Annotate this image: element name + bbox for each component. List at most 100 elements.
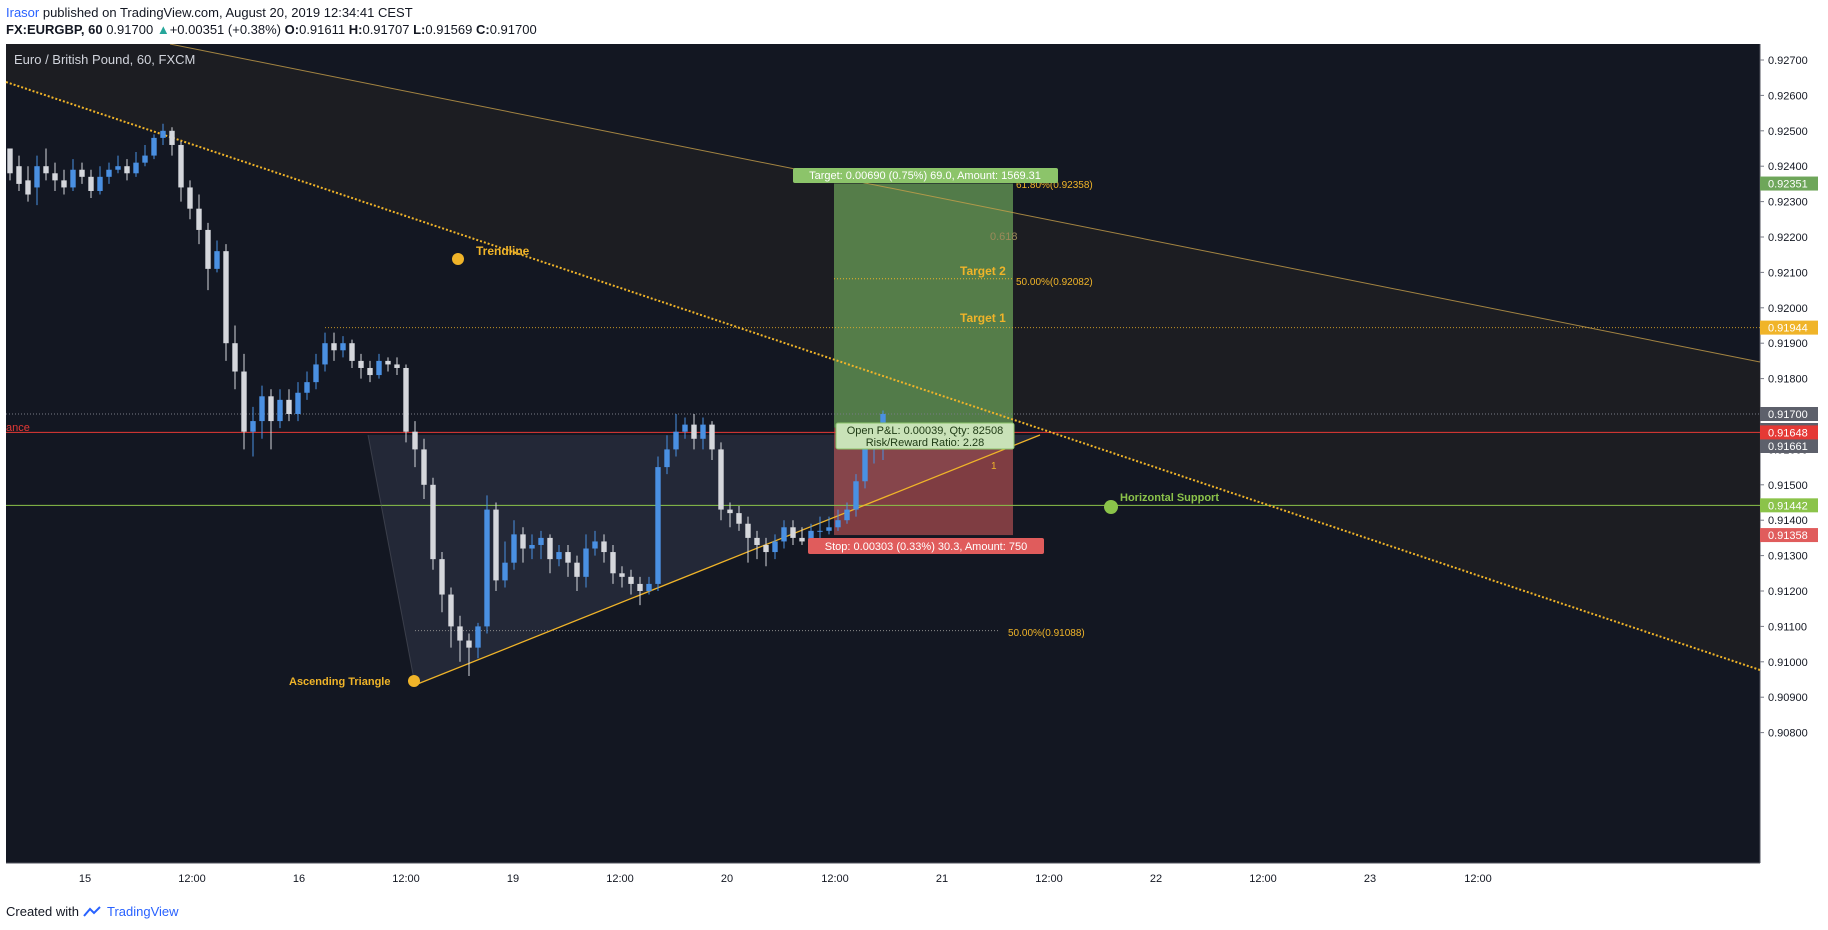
x-tick-label: 12:00 [178,873,206,885]
candle-body [574,562,580,577]
ascending-support-line [414,434,1041,686]
candle-body [403,367,409,432]
candle-body [232,343,238,372]
candle-body [412,431,418,450]
candle-body [340,343,346,351]
close-value: 0.91700 [489,22,537,37]
candle-body [637,583,643,591]
candle-body [691,424,697,439]
candle-body [610,552,616,574]
candle-body [223,251,229,344]
candle-body [7,148,13,174]
tradingview-link[interactable]: TradingView [106,904,179,919]
tradingview-logo-icon [83,905,101,917]
candle-body [61,180,67,188]
candle-body [430,484,436,560]
y-tick-label: 0.92500 [1768,126,1808,138]
chart-title: Euro / British Pound, 60, FXCM [14,52,195,67]
candle-body [682,424,688,432]
candle-body [592,541,598,549]
fib-upper-label: 61.80%(0.92358) [1016,180,1093,191]
x-axis-labels: 15 12:00 16 12:00 19 12:00 20 12:00 21 12:00 22 12:… [79,873,1492,885]
candle-body [745,523,751,538]
y-tick-label: 0.91900 [1768,338,1808,350]
stop-box-text: Stop: 0.00303 (0.33%) 30.3, Amount: 750 [825,541,1027,553]
candle-body [25,180,31,195]
drawing-lines [5,44,1761,686]
candle-body [322,343,328,365]
stop-box-bg [808,538,1044,554]
last-price: 0.91700 [106,22,154,37]
candle-body [790,527,796,538]
triangle-marker [408,675,420,687]
candle-body [115,166,121,170]
triangle-label: Ascending Triangle [289,676,390,688]
candle-body [520,534,526,549]
dotted-trendline [5,81,1761,671]
pnl-box-bg [835,422,1015,450]
open-value: 0.91611 [299,22,346,37]
author-link[interactable]: Irasor [6,5,40,20]
low-value: 0.91569 [425,22,473,37]
candle-body [781,527,787,542]
y-tick-label: 0.90800 [1768,728,1808,740]
symbol-label: FX:EURGBP, 60 [6,22,103,37]
candle-body [88,176,94,191]
drawing-labels: Trendline Ascending Triangle Horizontal Su… [6,168,1219,688]
candle-body [484,509,490,627]
candle-body [106,169,112,177]
candle-body [70,169,76,188]
candle-body [313,364,319,383]
trendline-marker [452,253,464,265]
resistance-label: ance [6,422,30,434]
candle-body [466,640,472,648]
candle-body [295,392,301,414]
candle-body [79,169,85,177]
candle-body [16,166,22,184]
price-badge-label: 0.91700 [1768,409,1808,421]
price-badge-bg [1760,528,1818,543]
trendline-label: Trendline [476,244,530,258]
candle-body [493,509,499,581]
candle-body [151,137,157,156]
y-tick-label: 0.91800 [1768,374,1808,386]
candle-body [457,626,463,641]
candle-body [619,573,625,577]
y-tick-label: 0.92700 [1768,55,1808,67]
support-marker [1104,500,1118,514]
open-label: O: [284,22,300,37]
fib-one-label: 1 [991,461,997,472]
candle-body [385,360,391,365]
rr-box-text: Risk/Reward Ratio: 2.28 [866,437,985,449]
x-tick-label: 23 [1364,873,1376,885]
candle-body [475,626,481,648]
publish-info: published on TradingView.com, August 20,… [39,5,413,20]
candle-body [142,155,148,163]
publish-line: Irasor published on TradingView.com, Aug… [6,4,537,21]
candle-body [205,229,211,269]
candle-body [556,552,562,560]
upper-channel-line [169,44,1761,363]
price-badge-label: 0.92351 [1768,179,1808,191]
candle-body [250,421,256,432]
x-tick-label: 20 [721,873,733,885]
candle-body [304,382,310,393]
candle-body [646,583,652,591]
candle-body [421,449,427,485]
y-tick-label: 0.92200 [1768,232,1808,244]
candle-body [34,166,40,188]
candle-body [709,424,715,450]
y-tick-label: 0.91500 [1768,480,1808,492]
candle-body [529,544,535,549]
candle-body [52,173,58,181]
candle-body [844,509,850,521]
candle-body [700,424,706,439]
price-chart[interactable]: Trendline Ascending Triangle Horizontal Su… [0,44,1828,900]
candle-body [241,371,247,432]
price-badge-label: 0.91944 [1768,323,1808,335]
candle-body [583,548,589,577]
candle-body [736,513,742,524]
candle-body [286,399,292,414]
candle-body [799,537,805,542]
chart-header: Irasor published on TradingView.com, Aug… [6,4,537,38]
